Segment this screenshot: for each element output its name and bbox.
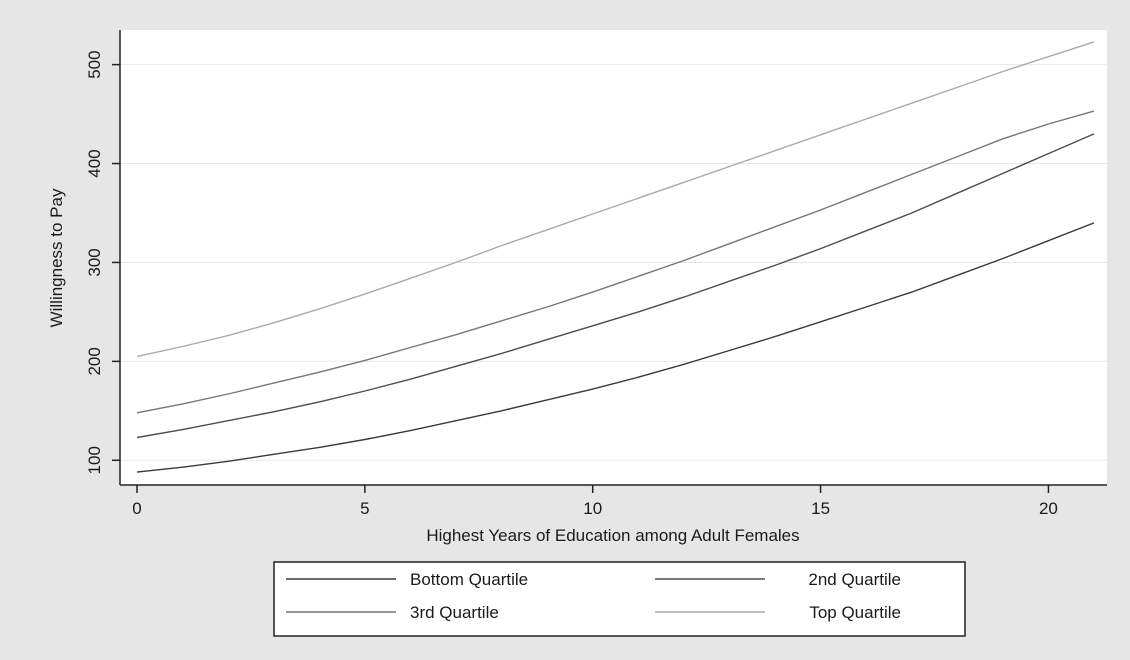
y-tick-label: 300 xyxy=(85,248,104,276)
x-tick-label: 20 xyxy=(1039,499,1058,518)
series-line-2 xyxy=(136,133,1095,439)
series-line-3 xyxy=(136,110,1095,414)
series-line-1 xyxy=(136,222,1095,473)
x-axis-ticks: 0 5 10 15 20 xyxy=(132,485,1058,518)
series-lines xyxy=(136,41,1095,473)
y-tick-label: 100 xyxy=(85,446,104,474)
legend-label: 2nd Quartile xyxy=(808,570,901,589)
legend-label: Top Quartile xyxy=(809,603,901,622)
series-line-4 xyxy=(136,41,1095,358)
plot-area xyxy=(120,30,1107,485)
legend-box xyxy=(273,561,966,637)
x-tick-label: 0 xyxy=(132,499,141,518)
y-tick-label: 200 xyxy=(85,347,104,375)
y-tick-label: 500 xyxy=(85,50,104,78)
x-tick-label: 10 xyxy=(583,499,602,518)
gridlines xyxy=(120,64,1107,461)
y-axis-ticks: 100 200 300 400 500 xyxy=(85,50,120,474)
x-tick-label: 5 xyxy=(360,499,369,518)
y-axis-title: Willingness to Pay xyxy=(47,188,66,327)
x-axis-title: Highest Years of Education among Adult F… xyxy=(426,526,799,545)
legend-label: 3rd Quartile xyxy=(410,603,499,622)
legend-label: Bottom Quartile xyxy=(410,570,528,589)
x-tick-label: 15 xyxy=(811,499,830,518)
y-tick-label: 400 xyxy=(85,149,104,177)
legend: Bottom Quartile 2nd Quartile 3rd Quartile T… xyxy=(286,570,901,622)
